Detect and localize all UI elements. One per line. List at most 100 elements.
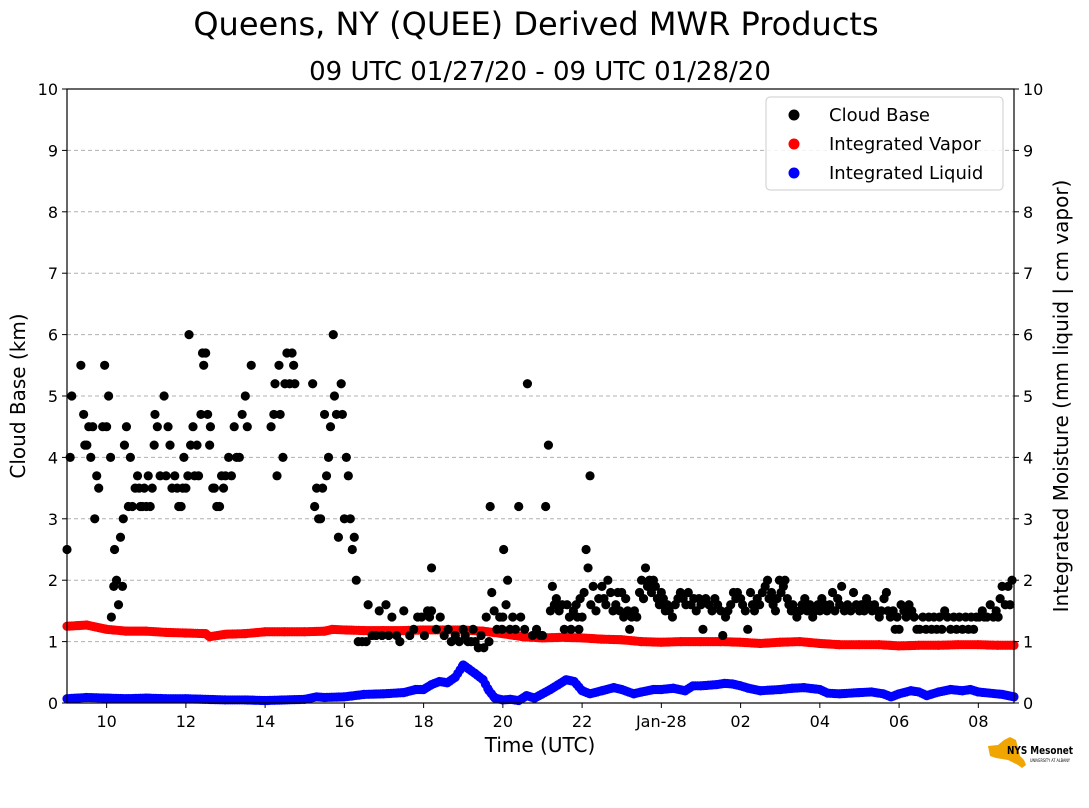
cloud-base-point <box>805 600 815 610</box>
cloud-base-point <box>165 440 175 450</box>
cloud-base-point <box>520 624 530 634</box>
cloud-base-point <box>522 379 533 389</box>
cloud-base-point <box>193 471 204 481</box>
y-tick-label-right: 7 <box>1023 264 1033 283</box>
cloud-base-point <box>497 624 507 634</box>
cloud-base-point <box>121 422 132 432</box>
cloud-base-point <box>347 544 357 555</box>
cloud-base-point <box>341 452 351 462</box>
cloud-base-point <box>780 575 790 585</box>
cloud-base-point <box>106 612 116 622</box>
cloud-base-point <box>139 483 149 493</box>
x-tick-label: 08 <box>968 712 988 731</box>
cloud-base-point <box>968 624 979 634</box>
x-tick-label: Jan-28 <box>635 712 687 731</box>
cloud-base-point <box>308 379 318 389</box>
cloud-base-point <box>419 630 430 641</box>
cloud-base-point <box>431 624 441 634</box>
x-axis-label: Time (UTC) <box>484 733 596 757</box>
cloud-base-point <box>224 452 234 462</box>
legend: Cloud Base Integrated Vapor Integrated Liq… <box>765 96 1004 191</box>
cloud-base-point <box>770 606 781 616</box>
cloud-base-point <box>127 501 137 512</box>
cloud-base-point <box>170 471 180 481</box>
cloud-base-point <box>577 612 587 622</box>
x-tick-label: 12 <box>176 712 196 731</box>
ny-state-map-icon <box>988 737 1026 768</box>
y-tick-label-left: 0 <box>48 694 58 713</box>
y-axis-left: 0 1 2 3 4 5 6 7 8 9 10 <box>38 80 67 713</box>
cloud-base-point <box>351 575 361 585</box>
cloud-base-point <box>184 330 194 340</box>
cloud-base-point <box>583 563 593 573</box>
x-tick-label: 22 <box>572 712 592 731</box>
cloud-base-point <box>591 606 601 616</box>
cloud-base-point <box>399 606 409 616</box>
cloud-base-point <box>325 422 336 432</box>
cloud-base-point <box>859 606 869 616</box>
cloud-base-point <box>481 612 491 622</box>
x-tick-label: 02 <box>730 712 750 731</box>
cloud-base-point <box>196 409 206 420</box>
cloud-base-point <box>161 471 171 481</box>
cloud-base-point <box>88 422 98 432</box>
cloud-base-point <box>749 606 760 616</box>
cloud-base-point <box>585 471 595 481</box>
cloud-base-point <box>745 587 756 598</box>
logo-subtext: UNIVERSITY AT ALBANY <box>1030 758 1070 763</box>
series-integrated-liquid <box>62 660 1019 706</box>
cloud-base-point <box>272 471 282 481</box>
cloud-base-point <box>76 360 86 370</box>
y-tick-label-right: 1 <box>1023 633 1033 652</box>
cloud-base-point <box>426 563 437 573</box>
legend-marker-integrated-vapor <box>788 138 800 150</box>
cloud-base-point <box>183 471 193 481</box>
cloud-base-point <box>982 612 992 622</box>
y-tick-label-right: 10 <box>1023 80 1043 99</box>
cloud-base-point <box>240 391 250 401</box>
cloud-base-point <box>892 612 902 622</box>
cloud-base-point <box>894 624 904 634</box>
cloud-base-point <box>104 391 114 401</box>
cloud-base-point <box>937 624 947 634</box>
cloud-base-point <box>86 452 96 462</box>
y-tick-label-right: 2 <box>1023 571 1033 590</box>
cloud-base-point <box>1005 600 1015 610</box>
cloud-base-point <box>237 409 247 420</box>
cloud-base-point <box>337 409 347 420</box>
cloud-base-point <box>82 440 92 450</box>
cloud-base-point <box>90 514 100 524</box>
y-tick-label-left: 10 <box>38 80 58 99</box>
y-tick-label-left: 6 <box>48 326 58 345</box>
cloud-base-point <box>105 452 116 462</box>
grid <box>67 149 1014 643</box>
cloud-base-point <box>278 452 288 462</box>
cloud-base-point <box>985 600 995 610</box>
cloud-base-point <box>718 630 728 641</box>
legend-label-integrated-vapor: Integrated Vapor <box>829 134 981 155</box>
cloud-base-point <box>377 630 387 641</box>
cloud-base-point <box>343 471 353 481</box>
cloud-base-point <box>269 409 279 420</box>
y-axis-label-left: Cloud Base (km) <box>6 313 30 478</box>
y-axis-label-right: Integrated Moisture (mm liquid | cm vapo… <box>1049 180 1073 613</box>
cloud-base-point <box>606 587 616 598</box>
cloud-base-point <box>543 440 554 450</box>
y-tick-label-left: 4 <box>48 448 58 467</box>
cloud-base-point <box>581 544 591 555</box>
cloud-base-point <box>510 624 521 634</box>
y-tick-label-right: 5 <box>1023 387 1033 406</box>
y-tick-label-right: 6 <box>1023 326 1033 345</box>
cloud-base-point <box>349 532 359 542</box>
y-tick-label-left: 1 <box>48 633 58 652</box>
chart-title: Queens, NY (QUEE) Derived MWR Products <box>193 5 878 43</box>
cloud-base-point <box>321 471 332 481</box>
cloud-base-point <box>323 452 334 462</box>
cloud-base-point <box>205 440 215 450</box>
cloud-base-point <box>498 612 508 622</box>
y-tick-label-left: 9 <box>48 141 58 160</box>
y-tick-label-left: 2 <box>48 571 58 590</box>
cloud-base-point <box>125 452 135 462</box>
cloud-base-point <box>132 471 143 481</box>
cloud-base-point <box>100 360 110 370</box>
